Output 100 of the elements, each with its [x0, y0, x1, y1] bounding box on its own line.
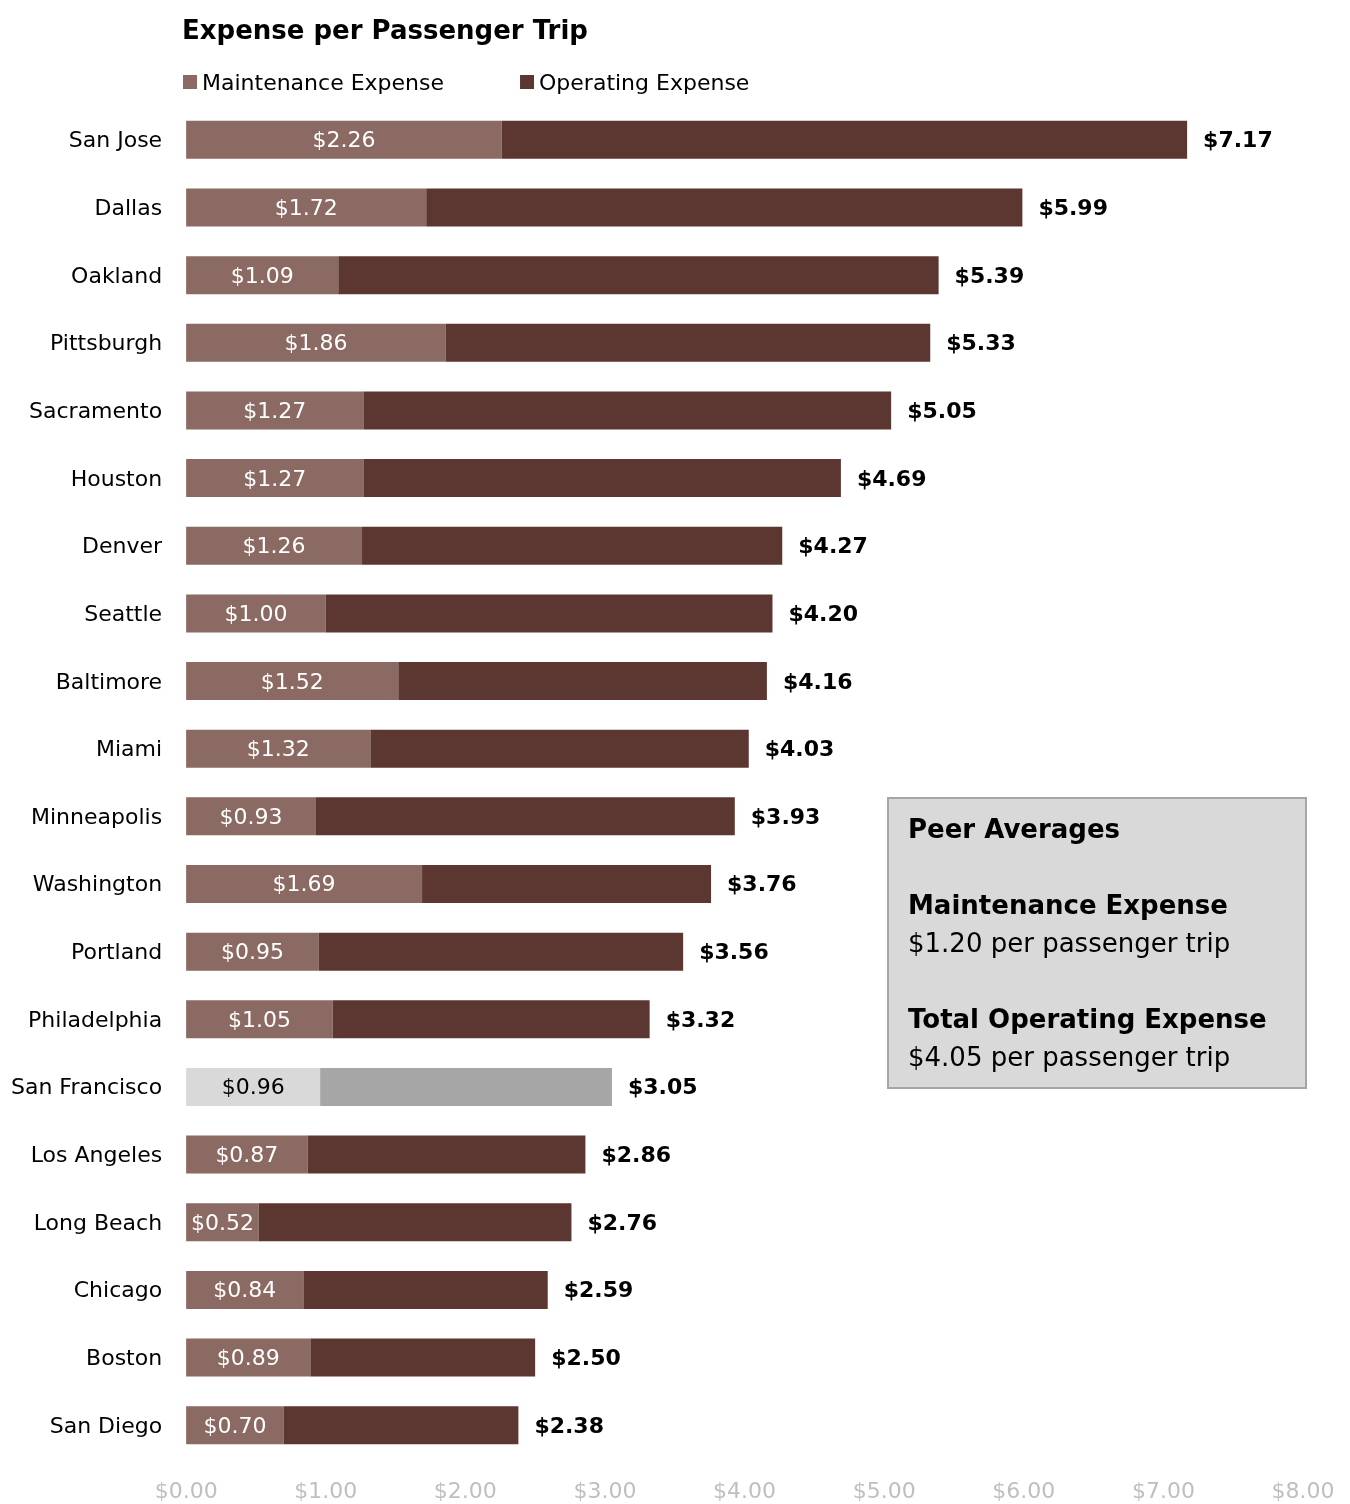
bar — [363, 459, 841, 498]
bar — [320, 1067, 612, 1106]
bar — [186, 256, 339, 295]
bar — [186, 323, 446, 362]
data-label: $1.86 — [284, 330, 348, 356]
legend-label: Maintenance Expense — [202, 69, 445, 95]
bar — [186, 797, 316, 836]
y-tick-label: Miami — [96, 736, 163, 762]
data-label: $0.87 — [215, 1142, 279, 1168]
data-label: $1.27 — [243, 397, 307, 423]
data-label: $1.27 — [243, 465, 307, 491]
bar — [363, 391, 892, 430]
data-label: $0.70 — [203, 1412, 267, 1438]
bar — [315, 797, 735, 836]
bar — [186, 459, 364, 498]
y-tick-label: Seattle — [84, 600, 163, 626]
bar — [186, 1135, 308, 1174]
y-tick-label: Philadelphia — [28, 1006, 163, 1032]
data-label: $2.26 — [312, 127, 376, 153]
total-label: $2.50 — [551, 1345, 621, 1371]
x-tick-label: $4.00 — [713, 1477, 777, 1503]
total-label: $3.05 — [627, 1074, 698, 1100]
total-label: $5.99 — [1038, 194, 1108, 220]
bar — [370, 729, 749, 768]
y-tick-label: Portland — [71, 939, 163, 965]
bar — [362, 526, 783, 565]
y-tick-label: Los Angeles — [30, 1142, 163, 1168]
total-label: $2.38 — [534, 1412, 604, 1438]
chart-title: Expense per Passenger Trip — [182, 15, 588, 45]
data-label: $1.72 — [274, 194, 338, 220]
x-tick-label: $0.00 — [154, 1477, 218, 1503]
bar — [186, 1000, 333, 1039]
bar — [186, 1067, 321, 1106]
annotation: Total Operating Expense — [908, 1004, 1267, 1034]
bar — [307, 1135, 586, 1174]
bar — [422, 864, 712, 903]
x-tick-label: $5.00 — [852, 1477, 916, 1503]
total-label: $5.05 — [907, 397, 977, 423]
total-label: $3.32 — [665, 1006, 736, 1032]
bar — [186, 188, 427, 227]
legend-label: Operating Expense — [539, 69, 750, 95]
data-label: $1.52 — [260, 668, 324, 694]
bar — [310, 1338, 536, 1377]
total-label: $4.16 — [782, 668, 853, 694]
total-label: $5.33 — [946, 330, 1016, 356]
total-label: $4.03 — [764, 736, 835, 762]
total-label: $4.69 — [856, 465, 927, 491]
bar — [186, 932, 319, 971]
x-tick-label: $3.00 — [573, 1477, 637, 1503]
total-label: $4.27 — [798, 533, 868, 559]
total-label: $4.20 — [788, 600, 859, 626]
bar — [186, 594, 326, 633]
bar — [303, 1270, 548, 1309]
bar — [186, 662, 399, 701]
bar — [501, 120, 1188, 159]
data-label: $0.89 — [216, 1345, 280, 1371]
bar — [186, 864, 423, 903]
annotation: $4.05 per passenger trip — [908, 1042, 1231, 1072]
y-tick-label: San Jose — [68, 127, 163, 153]
total-label: $2.76 — [587, 1209, 658, 1235]
data-label: $0.84 — [213, 1277, 277, 1303]
total-label: $3.76 — [727, 871, 797, 897]
bar — [325, 594, 773, 633]
data-label: $1.09 — [230, 262, 294, 288]
bar — [186, 391, 364, 430]
data-label: $0.96 — [221, 1074, 285, 1100]
total-label: $2.59 — [563, 1277, 634, 1303]
total-label: $2.86 — [601, 1142, 672, 1168]
data-label: $1.05 — [227, 1006, 291, 1032]
y-tick-label: Chicago — [73, 1277, 163, 1303]
x-tick-label: $1.00 — [294, 1477, 358, 1503]
y-tick-label: Denver — [82, 533, 164, 559]
total-label: $5.39 — [954, 262, 1025, 288]
data-label: $0.52 — [190, 1209, 254, 1235]
bar — [186, 526, 363, 565]
data-label: $0.93 — [219, 803, 283, 829]
y-tick-label: Dallas — [94, 194, 163, 220]
total-label: $7.17 — [1203, 127, 1273, 153]
y-tick-label: Washington — [32, 871, 163, 897]
y-tick-label: Baltimore — [55, 668, 163, 694]
bar — [283, 1406, 519, 1445]
bar — [398, 662, 767, 701]
x-tick-label: $8.00 — [1271, 1477, 1335, 1503]
y-tick-label: Sacramento — [29, 397, 163, 423]
total-label: $3.93 — [750, 803, 821, 829]
y-tick-label: Minneapolis — [31, 803, 163, 829]
bar — [318, 932, 684, 971]
y-tick-label: Pittsburgh — [50, 330, 163, 356]
y-tick-label: Long Beach — [33, 1209, 163, 1235]
x-tick-label: $2.00 — [433, 1477, 497, 1503]
annotation: Peer Averages — [908, 814, 1121, 844]
data-label: $1.26 — [242, 533, 306, 559]
bar — [186, 120, 502, 159]
bar — [186, 729, 371, 768]
bar — [426, 188, 1023, 227]
data-label: $1.32 — [246, 736, 310, 762]
annotation: Maintenance Expense — [908, 890, 1228, 920]
y-tick-label: Boston — [86, 1345, 163, 1371]
y-tick-label: Houston — [70, 465, 163, 491]
x-tick-label: $7.00 — [1131, 1477, 1195, 1503]
